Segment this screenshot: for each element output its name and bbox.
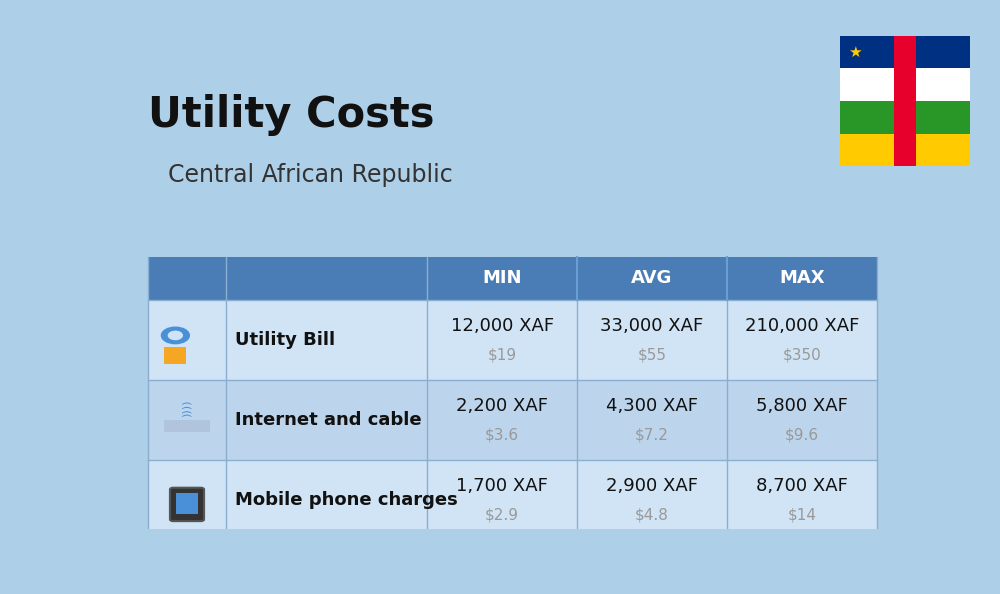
Text: $350: $350 xyxy=(782,347,821,362)
FancyBboxPatch shape xyxy=(148,300,877,380)
Circle shape xyxy=(161,327,189,344)
FancyBboxPatch shape xyxy=(164,347,186,364)
Text: $3.6: $3.6 xyxy=(485,427,519,442)
Text: $2.9: $2.9 xyxy=(485,507,519,522)
Text: 4,300 XAF: 4,300 XAF xyxy=(606,397,698,415)
Text: $9.6: $9.6 xyxy=(785,427,819,442)
FancyBboxPatch shape xyxy=(170,488,204,521)
Bar xyxy=(840,134,970,166)
Text: 12,000 XAF: 12,000 XAF xyxy=(451,317,554,335)
Text: MAX: MAX xyxy=(779,269,825,287)
Text: Central African Republic: Central African Republic xyxy=(168,163,452,187)
Text: Mobile phone charges: Mobile phone charges xyxy=(235,491,458,509)
Text: 2,900 XAF: 2,900 XAF xyxy=(606,478,698,495)
Bar xyxy=(840,68,970,101)
Text: Utility Costs: Utility Costs xyxy=(148,94,435,136)
Text: AVG: AVG xyxy=(631,269,673,287)
Circle shape xyxy=(168,331,182,340)
FancyBboxPatch shape xyxy=(148,460,877,540)
Text: 33,000 XAF: 33,000 XAF xyxy=(600,317,704,335)
Text: 210,000 XAF: 210,000 XAF xyxy=(745,317,859,335)
Text: ★: ★ xyxy=(848,45,861,59)
Text: $14: $14 xyxy=(787,507,816,522)
Bar xyxy=(840,36,970,68)
Text: 8,700 XAF: 8,700 XAF xyxy=(756,478,848,495)
Text: 1,700 XAF: 1,700 XAF xyxy=(456,478,548,495)
Bar xyxy=(894,36,916,166)
FancyBboxPatch shape xyxy=(148,257,877,300)
FancyBboxPatch shape xyxy=(164,421,210,432)
Text: Utility Bill: Utility Bill xyxy=(235,331,335,349)
FancyBboxPatch shape xyxy=(176,493,198,514)
Text: 2,200 XAF: 2,200 XAF xyxy=(456,397,548,415)
Text: $7.2: $7.2 xyxy=(635,427,669,442)
Text: Internet and cable: Internet and cable xyxy=(235,411,422,429)
Text: $55: $55 xyxy=(638,347,666,362)
Text: )))): )))) xyxy=(182,400,192,418)
FancyBboxPatch shape xyxy=(148,380,877,460)
Text: $4.8: $4.8 xyxy=(635,507,669,522)
Text: 5,800 XAF: 5,800 XAF xyxy=(756,397,848,415)
Text: MIN: MIN xyxy=(482,269,522,287)
Bar xyxy=(840,101,970,134)
Text: $19: $19 xyxy=(488,347,517,362)
